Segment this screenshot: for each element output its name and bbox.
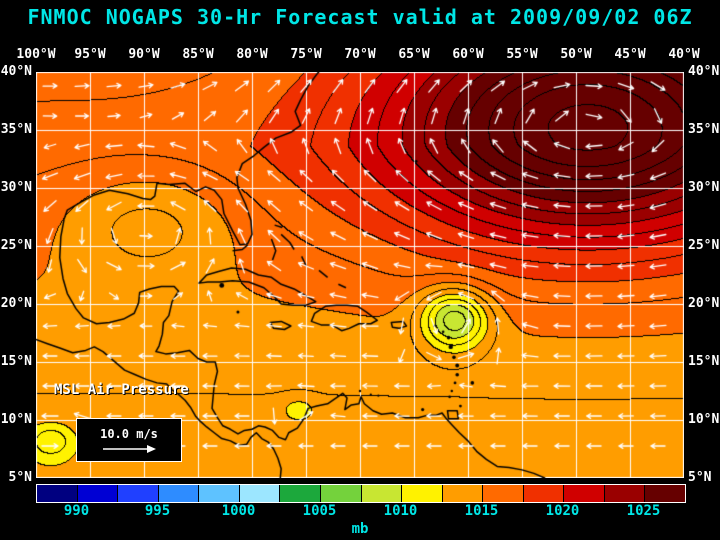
colorbar-segment-0 — [37, 485, 77, 502]
lat-label-right-20°N: 20°N — [688, 296, 720, 311]
lat-label-right-40°N: 40°N — [688, 64, 720, 79]
colorbar-segment-3 — [157, 485, 199, 502]
colorbar-segment-14 — [603, 485, 645, 502]
wind-scale-arrow-icon — [103, 444, 156, 453]
lat-label-left-25°N: 25°N — [0, 238, 32, 253]
lon-label-85°W: 85°W — [182, 47, 214, 62]
colorbar-tick-1000: 1000 — [221, 503, 256, 519]
page-title: FNMOC NOGAPS 30-Hr Forecast valid at 200… — [27, 5, 693, 29]
colorbar-segment-9 — [401, 485, 442, 502]
colorbar-segment-11 — [482, 485, 523, 502]
colorbar-segment-2 — [117, 485, 158, 502]
colorbar-tick-995: 995 — [144, 503, 171, 519]
lat-label-right-10°N: 10°N — [688, 412, 720, 427]
colorbar-segment-10 — [441, 485, 483, 502]
pressure-map-canvas — [36, 72, 684, 478]
lat-label-left-40°N: 40°N — [0, 64, 32, 79]
colorbar-segment-1 — [76, 485, 118, 502]
lon-label-95°W: 95°W — [74, 47, 106, 62]
lon-label-100°W: 100°W — [16, 47, 56, 62]
colorbar-segment-13 — [563, 485, 604, 502]
colorbar-tick-1010: 1010 — [383, 503, 418, 519]
lat-label-right-25°N: 25°N — [688, 238, 720, 253]
lat-label-right-35°N: 35°N — [688, 122, 720, 137]
colorbar-segment-15 — [644, 485, 685, 502]
lat-label-right-15°N: 15°N — [688, 354, 720, 369]
colorbar-segment-12 — [522, 485, 564, 502]
colorbar-segment-5 — [238, 485, 280, 502]
lon-label-75°W: 75°W — [290, 47, 322, 62]
lon-label-40°W: 40°W — [668, 47, 700, 62]
lon-label-55°W: 55°W — [506, 47, 538, 62]
lon-label-45°W: 45°W — [614, 47, 646, 62]
lat-label-left-20°N: 20°N — [0, 296, 32, 311]
lon-label-80°W: 80°W — [236, 47, 268, 62]
colorbar-segment-8 — [360, 485, 402, 502]
lon-label-60°W: 60°W — [452, 47, 484, 62]
wind-scale-label: 10.0 m/s — [100, 426, 158, 441]
colorbar-segment-6 — [279, 485, 320, 502]
lat-label-right-5°N: 5°N — [688, 470, 712, 485]
lat-label-right-30°N: 30°N — [688, 180, 720, 195]
lat-label-left-30°N: 30°N — [0, 180, 32, 195]
lon-label-70°W: 70°W — [344, 47, 376, 62]
field-label: MSL Air Pressure — [54, 382, 189, 398]
lat-label-left-35°N: 35°N — [0, 122, 32, 137]
colorbar-tick-1020: 1020 — [545, 503, 580, 519]
lon-label-50°W: 50°W — [560, 47, 592, 62]
colorbar-tick-1005: 1005 — [302, 503, 337, 519]
wind-scale-box: 10.0 m/s — [76, 418, 182, 462]
pressure-map: MSL Air Pressure 10.0 m/s — [36, 72, 684, 478]
colorbar-tick-1025: 1025 — [626, 503, 661, 519]
lat-label-left-15°N: 15°N — [0, 354, 32, 369]
lon-label-65°W: 65°W — [398, 47, 430, 62]
colorbar — [36, 484, 686, 503]
colorbar-segment-7 — [319, 485, 361, 502]
colorbar-tick-1015: 1015 — [464, 503, 499, 519]
colorbar-segment-4 — [198, 485, 239, 502]
lat-label-left-5°N: 5°N — [8, 470, 32, 485]
colorbar-tick-990: 990 — [63, 503, 90, 519]
colorbar-unit-label: mb — [351, 521, 369, 537]
lat-label-left-10°N: 10°N — [0, 412, 32, 427]
lon-label-90°W: 90°W — [128, 47, 160, 62]
